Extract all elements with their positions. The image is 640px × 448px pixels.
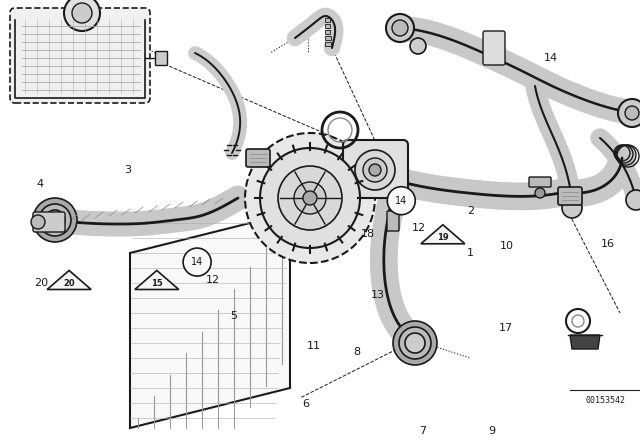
- Text: 17: 17: [499, 323, 513, 333]
- Circle shape: [393, 321, 437, 365]
- FancyBboxPatch shape: [325, 30, 330, 34]
- Circle shape: [31, 215, 45, 229]
- Circle shape: [183, 248, 211, 276]
- FancyBboxPatch shape: [483, 31, 505, 65]
- Circle shape: [245, 133, 375, 263]
- Circle shape: [399, 327, 431, 359]
- Text: 14: 14: [191, 257, 204, 267]
- Circle shape: [410, 38, 426, 54]
- Text: 15: 15: [151, 279, 163, 288]
- FancyBboxPatch shape: [325, 24, 330, 28]
- Text: 16: 16: [601, 239, 615, 249]
- Circle shape: [626, 190, 640, 210]
- Circle shape: [355, 150, 395, 190]
- Text: 20: 20: [63, 279, 75, 288]
- Circle shape: [294, 182, 326, 214]
- FancyBboxPatch shape: [10, 8, 150, 103]
- FancyBboxPatch shape: [325, 36, 331, 40]
- Circle shape: [64, 0, 100, 31]
- Text: 19: 19: [437, 233, 449, 242]
- Circle shape: [33, 198, 77, 242]
- Circle shape: [535, 188, 545, 198]
- Circle shape: [562, 198, 582, 218]
- Polygon shape: [135, 271, 179, 289]
- FancyBboxPatch shape: [155, 51, 167, 65]
- Text: 11: 11: [307, 341, 321, 351]
- Text: 9: 9: [488, 426, 495, 436]
- Text: 7: 7: [419, 426, 426, 436]
- FancyBboxPatch shape: [529, 177, 551, 187]
- Circle shape: [363, 158, 387, 182]
- Circle shape: [303, 191, 317, 205]
- Text: 20: 20: [34, 278, 48, 288]
- Polygon shape: [570, 335, 600, 349]
- Circle shape: [625, 106, 639, 120]
- FancyBboxPatch shape: [325, 18, 330, 22]
- Circle shape: [39, 204, 71, 236]
- Circle shape: [405, 333, 425, 353]
- Circle shape: [386, 14, 414, 42]
- Text: 14: 14: [544, 53, 558, 63]
- FancyBboxPatch shape: [387, 211, 399, 231]
- Text: 12: 12: [412, 224, 426, 233]
- Circle shape: [260, 148, 360, 248]
- Text: 8: 8: [353, 347, 361, 357]
- Text: 4: 4: [36, 179, 44, 189]
- Circle shape: [278, 166, 342, 230]
- Text: 5: 5: [230, 311, 237, 321]
- Text: 3: 3: [125, 165, 131, 175]
- FancyBboxPatch shape: [33, 212, 65, 232]
- FancyBboxPatch shape: [558, 187, 582, 205]
- Text: 12: 12: [206, 275, 220, 285]
- Text: 1: 1: [467, 248, 474, 258]
- Circle shape: [387, 187, 415, 215]
- Text: 14: 14: [395, 196, 408, 206]
- Circle shape: [618, 99, 640, 127]
- Text: 00153542: 00153542: [585, 396, 625, 405]
- Text: 6: 6: [303, 399, 309, 409]
- Circle shape: [45, 210, 65, 230]
- FancyBboxPatch shape: [325, 42, 331, 46]
- Circle shape: [392, 20, 408, 36]
- Text: 18: 18: [361, 229, 375, 239]
- Circle shape: [72, 3, 92, 23]
- Circle shape: [369, 164, 381, 176]
- FancyBboxPatch shape: [343, 140, 408, 198]
- Text: 13: 13: [371, 290, 385, 300]
- FancyBboxPatch shape: [246, 149, 270, 167]
- Polygon shape: [130, 213, 290, 428]
- Polygon shape: [421, 225, 465, 244]
- Polygon shape: [47, 271, 91, 289]
- Text: 10: 10: [500, 241, 514, 250]
- Text: 2: 2: [467, 206, 474, 215]
